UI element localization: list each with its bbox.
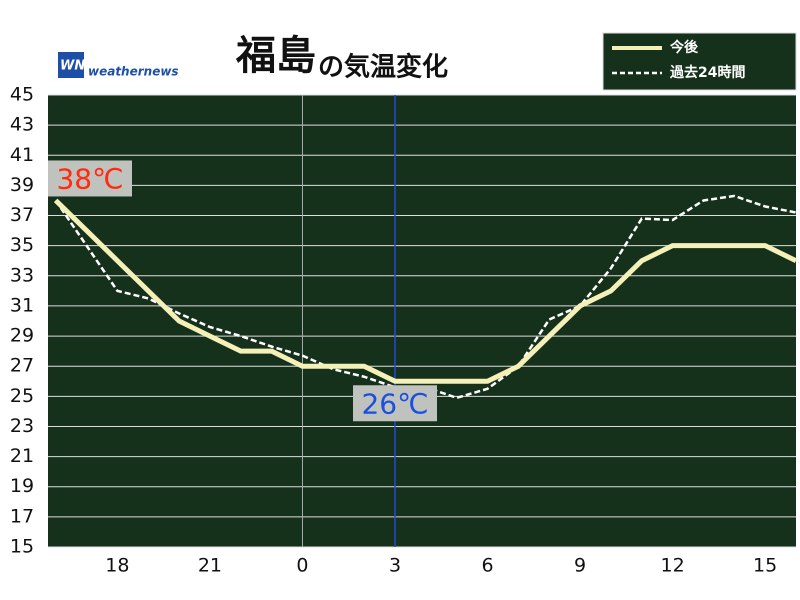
y-tick-label: 37: [10, 204, 34, 226]
y-tick-label: 35: [10, 234, 34, 256]
plot-background: [48, 95, 796, 547]
x-tick-label: 0: [296, 555, 308, 577]
logo-letters: WN: [60, 59, 85, 74]
chart-title-suffix: の気温変化: [318, 52, 448, 83]
y-tick-label: 43: [10, 114, 34, 136]
y-tick-label: 21: [10, 445, 34, 467]
y-tick-label: 39: [10, 174, 34, 196]
series-line: [53, 198, 798, 384]
chart-title: 福島: [235, 33, 316, 79]
x-tick-label: 21: [198, 555, 222, 577]
logo-mark: [58, 52, 84, 78]
x-tick-label: 3: [389, 555, 401, 577]
y-tick-label: 29: [10, 325, 34, 347]
legend-label: 過去24時間: [669, 64, 745, 81]
legend-box: [602, 32, 797, 91]
annotation-label: 26℃: [361, 387, 428, 420]
annotation: 26℃: [353, 385, 438, 422]
x-tick-label: 18: [105, 555, 129, 577]
x-tick-label: 12: [661, 555, 685, 577]
y-tick-label: 17: [10, 505, 34, 527]
x-tick-label: 15: [753, 555, 777, 577]
annotation-box: [353, 385, 438, 422]
y-tick-label: 15: [10, 536, 34, 558]
annotation-label: 38℃: [56, 162, 123, 195]
y-tick-label: 41: [10, 144, 34, 166]
x-tick-label: 9: [574, 555, 586, 577]
y-tick-label: 31: [10, 294, 34, 316]
y-tick-label: 25: [10, 385, 34, 407]
annotation-box: [48, 160, 132, 197]
annotation: 38℃: [48, 160, 132, 197]
logo-text: weathernews: [88, 65, 179, 79]
legend-label: 今後: [669, 39, 699, 56]
logo: WN weathernews: [58, 52, 179, 79]
y-tick-label: 19: [10, 475, 34, 497]
y-tick-label: 33: [10, 264, 34, 286]
y-tick-label: 27: [10, 355, 34, 377]
y-tick-label: 23: [10, 415, 34, 437]
x-tick-label: 6: [481, 555, 493, 577]
y-tick-label: 45: [10, 84, 34, 106]
